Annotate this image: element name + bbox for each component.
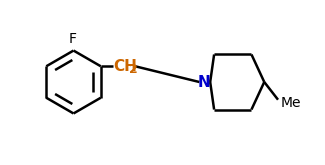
Text: N: N [198, 75, 211, 89]
Text: Me: Me [281, 96, 302, 110]
Text: F: F [69, 32, 77, 46]
Text: CH: CH [113, 59, 137, 74]
Text: 2: 2 [129, 63, 138, 76]
